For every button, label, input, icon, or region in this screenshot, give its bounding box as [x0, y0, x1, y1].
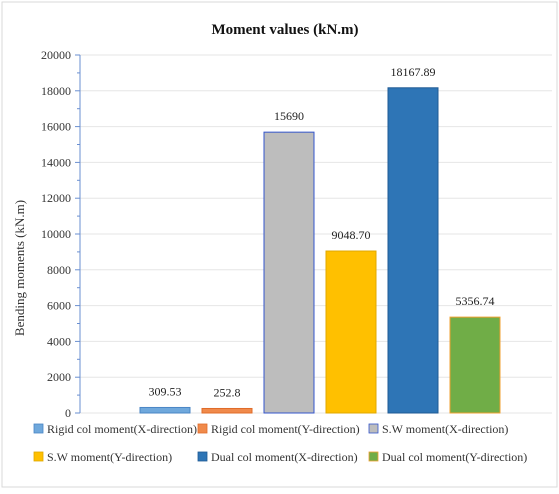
- data-labels: 309.53 252.8 15690 9048.70 18167.89 5356.74: [149, 65, 495, 400]
- y-tick-label: 18000: [41, 84, 71, 98]
- bar: [139, 406, 191, 414]
- data-label: 252.8: [214, 385, 241, 399]
- legend-label: Rigid col moment(X-direction): [47, 422, 197, 436]
- legend-swatch: [197, 423, 208, 434]
- bar: [263, 131, 315, 414]
- y-tick-label: 10000: [41, 227, 71, 241]
- legend-swatch: [368, 423, 379, 434]
- y-tick-label: 20000: [41, 48, 71, 62]
- legend-swatch: [33, 423, 44, 434]
- legend-swatch: [197, 451, 208, 462]
- legend: Rigid col moment(X-direction) Rigid col m…: [33, 422, 527, 464]
- legend-label: Dual col moment(X-direction): [211, 450, 358, 464]
- y-tick-label: 2000: [47, 370, 71, 384]
- y-axis-title: Bending moments (kN.m): [12, 200, 27, 336]
- y-tick-label: 16000: [41, 120, 71, 134]
- y-tick-label: 6000: [47, 299, 71, 313]
- bars: [139, 87, 501, 414]
- data-label: 9048.70: [332, 228, 371, 242]
- bar: [387, 87, 439, 414]
- data-label: 18167.89: [391, 65, 436, 79]
- legend-swatch: [368, 451, 379, 462]
- y-axis: 0 2000 4000 6000 8000 10000 12000 14000 16000 180…: [41, 48, 81, 420]
- chart-title: Moment values (kN.m): [211, 22, 358, 38]
- legend-label: Rigid col moment(Y-direction): [211, 422, 360, 436]
- bar: [201, 407, 253, 414]
- legend-label: S.W moment(Y-direction): [47, 450, 172, 464]
- bar: [449, 316, 501, 414]
- legend-swatch: [33, 451, 44, 462]
- legend-label: S.W moment(X-direction): [382, 422, 508, 436]
- y-tick-label: 0: [65, 406, 71, 420]
- y-tick-label: 4000: [47, 334, 71, 348]
- y-tick-label: 8000: [47, 263, 71, 277]
- data-label: 309.53: [149, 384, 182, 398]
- y-tick-label: 14000: [41, 155, 71, 169]
- bar: [325, 250, 377, 414]
- y-tick-label: 12000: [41, 191, 71, 205]
- data-label: 15690: [274, 109, 304, 123]
- legend-label: Dual col moment(Y-direction): [382, 450, 527, 464]
- data-label: 5356.74: [456, 294, 495, 308]
